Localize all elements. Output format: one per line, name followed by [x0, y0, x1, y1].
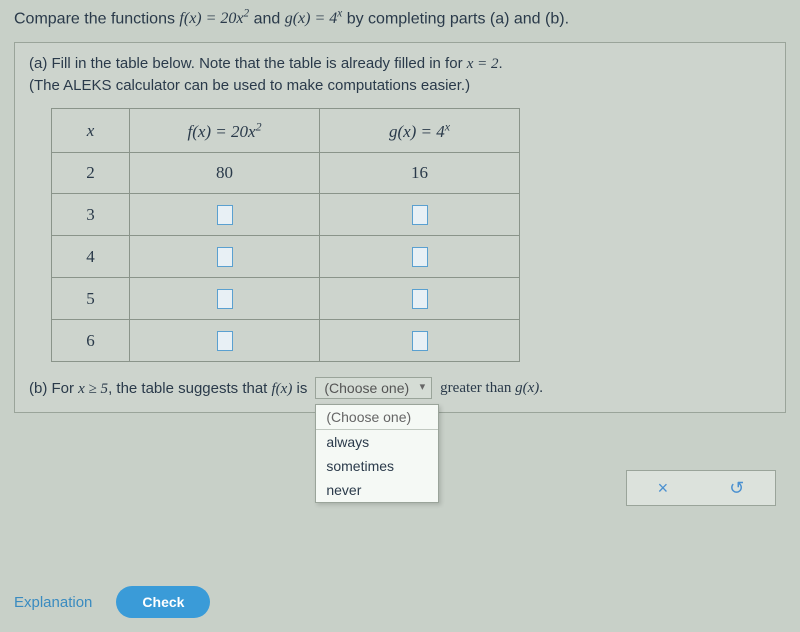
table-row: 5: [52, 278, 520, 320]
dropdown-option[interactable]: never: [316, 478, 438, 502]
explanation-link[interactable]: Explanation: [14, 594, 92, 611]
cell-f[interactable]: [130, 236, 320, 278]
question-panel: (a) Fill in the table below. Note that t…: [14, 42, 786, 413]
cell-f: 80: [130, 152, 320, 193]
table-row: 3: [52, 193, 520, 235]
prompt-pre: Compare the functions: [14, 10, 179, 27]
part-b-row: (b) For x ≥ 5, the table suggests that f…: [29, 380, 771, 398]
part-b-trailing: greater than g(x).: [440, 380, 543, 397]
cell-f[interactable]: [130, 320, 320, 362]
col-header-x: x: [52, 109, 130, 153]
input-blank[interactable]: [412, 289, 428, 309]
cell-x: 3: [52, 193, 130, 235]
cell-x: 4: [52, 236, 130, 278]
cell-g: 16: [320, 152, 520, 193]
prompt-mid: and: [254, 10, 285, 27]
dropdown-option: (Choose one): [316, 405, 438, 430]
prompt-f-expr: f(x) = 20x2: [179, 10, 249, 27]
dropdown-selected[interactable]: (Choose one): [315, 377, 432, 399]
part-b-fx: f(x): [272, 381, 293, 397]
input-blank[interactable]: [412, 331, 428, 351]
part-b-mid2: is: [292, 380, 307, 397]
clear-icon[interactable]: ×: [658, 478, 669, 499]
cell-f[interactable]: [130, 278, 320, 320]
input-blank[interactable]: [412, 247, 428, 267]
cell-f[interactable]: [130, 193, 320, 235]
part-b-pre: (b) For: [29, 380, 78, 397]
cell-x: 2: [52, 152, 130, 193]
check-button[interactable]: Check: [116, 586, 210, 618]
reset-icon[interactable]: ↺: [729, 478, 744, 499]
cell-g[interactable]: [320, 278, 520, 320]
cell-x: 5: [52, 278, 130, 320]
cell-x: 6: [52, 320, 130, 362]
toolbox: × ↺: [626, 470, 776, 506]
input-blank[interactable]: [412, 205, 428, 225]
input-blank[interactable]: [217, 205, 233, 225]
cell-g[interactable]: [320, 236, 520, 278]
input-blank[interactable]: [217, 289, 233, 309]
part-b-cond: x ≥ 5: [78, 381, 108, 397]
answer-dropdown[interactable]: (Choose one) (Choose one)alwayssometimes…: [315, 380, 432, 397]
part-b-mid1: , the table suggests that: [108, 380, 271, 397]
table-row: 28016: [52, 152, 520, 193]
bottom-bar: Explanation Check: [14, 586, 210, 618]
cell-g[interactable]: [320, 320, 520, 362]
dropdown-option[interactable]: sometimes: [316, 454, 438, 478]
part-a-label: (a) Fill in the table below. Note that t…: [29, 53, 771, 96]
prompt-post: by completing parts (a) and (b).: [347, 10, 569, 27]
col-header-f: f(x) = 20x2: [130, 109, 320, 153]
table-row: 6: [52, 320, 520, 362]
table-row: 4: [52, 236, 520, 278]
input-blank[interactable]: [217, 331, 233, 351]
input-blank[interactable]: [217, 247, 233, 267]
values-table: x f(x) = 20x2 g(x) = 4x 280163456: [51, 108, 520, 362]
dropdown-menu: (Choose one)alwayssometimesnever: [315, 404, 439, 503]
col-header-g: g(x) = 4x: [320, 109, 520, 153]
cell-g[interactable]: [320, 193, 520, 235]
question-prompt: Compare the functions f(x) = 20x2 and g(…: [14, 8, 786, 28]
prompt-g-expr: g(x) = 4x: [285, 10, 343, 27]
dropdown-option[interactable]: always: [316, 430, 438, 454]
